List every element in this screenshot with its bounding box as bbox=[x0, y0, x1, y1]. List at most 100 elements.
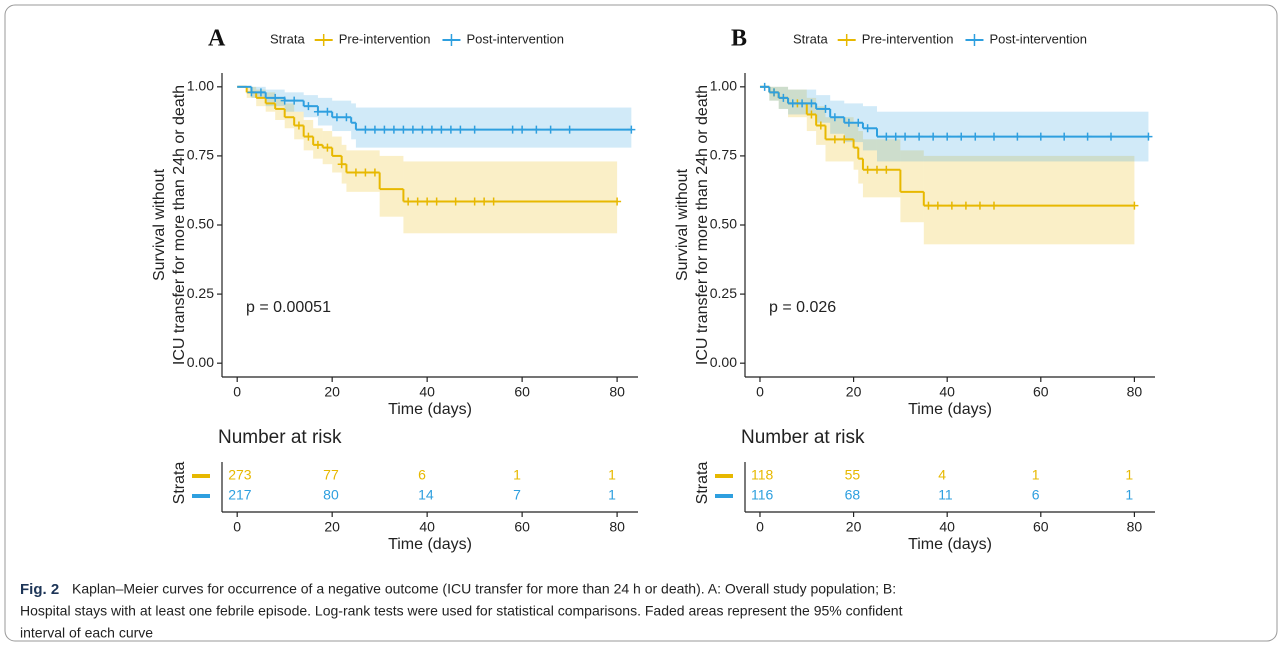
x-tick-label: 0 bbox=[756, 384, 764, 400]
risk-x-tick-label: 80 bbox=[1127, 519, 1143, 535]
censor-mark bbox=[1083, 132, 1092, 141]
caption-line: interval of each curve bbox=[20, 625, 153, 641]
censor-mark bbox=[1144, 132, 1153, 141]
censor-mark bbox=[361, 125, 370, 134]
censor-mark bbox=[961, 201, 970, 210]
censor-mark bbox=[437, 125, 446, 134]
legend-label: Post-intervention bbox=[466, 31, 564, 46]
risk-x-tick-label: 0 bbox=[233, 519, 241, 535]
censor-mark bbox=[844, 118, 853, 127]
censor-mark bbox=[313, 107, 322, 116]
censor-mark bbox=[404, 197, 413, 206]
risk-count: 7 bbox=[513, 487, 521, 503]
censor-mark bbox=[518, 125, 527, 134]
censor-mark bbox=[256, 88, 265, 97]
censor-mark bbox=[1107, 132, 1115, 141]
x-axis-title: Time (days) bbox=[908, 401, 992, 418]
p-value: p = 0.026 bbox=[769, 299, 836, 316]
risk-count: 1 bbox=[608, 487, 616, 503]
ci-band bbox=[379, 155, 404, 217]
x-axis-title: Time (days) bbox=[388, 401, 472, 418]
censor-mark bbox=[323, 107, 332, 116]
censor-mark bbox=[565, 125, 574, 134]
censor-mark bbox=[891, 132, 900, 141]
censor-mark bbox=[989, 132, 998, 141]
censor-mark bbox=[470, 125, 479, 134]
y-tick-label: 0.50 bbox=[710, 216, 737, 232]
legend-label: Post-intervention bbox=[989, 31, 1087, 46]
panel-label: B bbox=[731, 26, 747, 52]
censor-mark bbox=[290, 96, 299, 105]
risk-count: 80 bbox=[323, 487, 339, 503]
censor-mark bbox=[427, 125, 436, 134]
legend-label: Pre-intervention bbox=[862, 31, 954, 46]
x-tick-label: 20 bbox=[324, 384, 340, 400]
censor-mark bbox=[627, 125, 636, 134]
ci-band bbox=[862, 139, 901, 198]
censor-mark bbox=[882, 165, 891, 174]
censor-mark bbox=[408, 125, 417, 134]
censor-mark bbox=[470, 197, 479, 206]
ci-band bbox=[900, 150, 924, 223]
censor-mark bbox=[432, 197, 441, 206]
risk-title: Number at risk bbox=[741, 427, 865, 448]
risk-count: 14 bbox=[418, 487, 434, 503]
x-tick-label: 20 bbox=[846, 384, 862, 400]
ci-band bbox=[923, 155, 1135, 245]
censor-mark bbox=[280, 96, 289, 105]
ci-band bbox=[332, 100, 352, 132]
censor-mark bbox=[313, 140, 322, 149]
legend-title: Strata bbox=[270, 31, 305, 46]
x-tick-label: 40 bbox=[419, 384, 435, 400]
censor-mark bbox=[901, 132, 910, 141]
censor-mark bbox=[332, 113, 341, 122]
risk-x-tick-label: 0 bbox=[756, 519, 764, 535]
y-tick-label: 0.75 bbox=[187, 147, 214, 163]
risk-x-tick-label: 40 bbox=[419, 519, 435, 535]
risk-title: Number at risk bbox=[218, 427, 342, 448]
risk-count: 217 bbox=[228, 487, 252, 503]
x-tick-label: 80 bbox=[1127, 384, 1143, 400]
censor-mark bbox=[294, 121, 303, 130]
risk-count: 116 bbox=[751, 487, 774, 503]
censor-mark bbox=[508, 125, 517, 134]
ci-band bbox=[284, 103, 295, 129]
y-axis-title: Survival without bbox=[151, 168, 168, 281]
censor-mark bbox=[770, 88, 779, 97]
censor-mark bbox=[840, 135, 849, 144]
ci-band bbox=[332, 136, 342, 173]
censor-mark bbox=[947, 201, 956, 210]
censor-mark bbox=[247, 88, 256, 97]
risk-count: 1 bbox=[1032, 467, 1040, 483]
censor-mark bbox=[807, 110, 816, 119]
y-tick-label: 0.00 bbox=[187, 354, 214, 370]
censor-mark bbox=[532, 125, 541, 134]
risk-count: 6 bbox=[1032, 487, 1040, 503]
x-tick-label: 0 bbox=[233, 384, 241, 400]
censor-mark bbox=[798, 99, 807, 108]
censor-mark bbox=[489, 197, 498, 206]
y-axis-title: ICU transfer for more than 24h or death bbox=[694, 85, 711, 365]
risk-x-tick-label: 20 bbox=[846, 519, 862, 535]
censor-mark bbox=[989, 201, 998, 210]
risk-x-tick-label: 80 bbox=[609, 519, 625, 535]
censor-mark bbox=[863, 165, 872, 174]
risk-x-title: Time (days) bbox=[908, 536, 992, 553]
censor-mark bbox=[760, 82, 769, 91]
censor-mark bbox=[854, 118, 863, 127]
risk-count: 273 bbox=[228, 467, 252, 483]
risk-count: 68 bbox=[845, 487, 861, 503]
censor-mark bbox=[546, 125, 555, 134]
censor-mark bbox=[613, 197, 622, 206]
y-axis-title: ICU transfer for more than 24h or death bbox=[171, 85, 188, 365]
y-tick-label: 0.50 bbox=[187, 216, 214, 232]
ci-band bbox=[403, 161, 618, 234]
censor-mark bbox=[943, 132, 952, 141]
censor-mark bbox=[1060, 132, 1069, 141]
censor-mark bbox=[807, 99, 816, 108]
risk-count: 118 bbox=[751, 467, 774, 483]
y-tick-label: 1.00 bbox=[710, 78, 737, 94]
caption-line: Hospital stays with at least one febrile… bbox=[20, 603, 903, 619]
y-axis-title: Survival without bbox=[674, 168, 691, 281]
